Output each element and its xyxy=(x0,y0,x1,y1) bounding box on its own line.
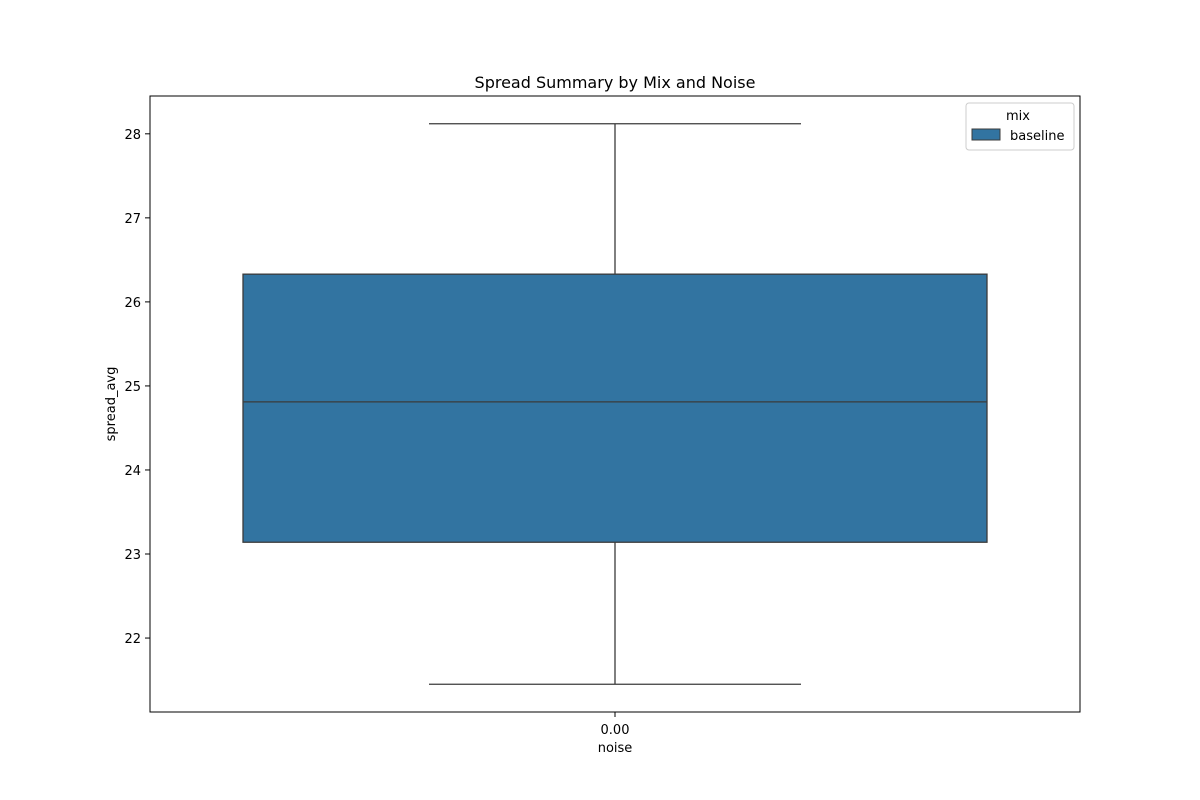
y-tick-label: 24 xyxy=(124,464,141,479)
plot-area xyxy=(242,123,988,685)
y-tick-label: 26 xyxy=(124,296,141,311)
y-tick-label: 23 xyxy=(124,548,141,563)
legend-swatch-baseline xyxy=(971,128,1001,141)
chart-title: Spread Summary by Mix and Noise xyxy=(475,73,756,92)
legend-entry-baseline: baseline xyxy=(1010,129,1064,144)
x-tick-label: 0.00 xyxy=(601,723,630,738)
legend-title: mix xyxy=(1006,109,1030,124)
box-baseline xyxy=(242,273,988,543)
legend: mix baseline xyxy=(965,102,1075,151)
y-tick-label: 27 xyxy=(124,212,141,227)
y-axis-label: spread_avg xyxy=(104,367,119,442)
y-axis: 22 23 24 25 26 27 28 xyxy=(124,128,150,647)
x-axis: 0.00 xyxy=(601,712,630,738)
y-tick-label: 28 xyxy=(124,128,141,143)
y-tick-label: 25 xyxy=(124,380,141,395)
x-axis-label: noise xyxy=(598,741,633,756)
y-tick-label: 22 xyxy=(124,632,141,647)
